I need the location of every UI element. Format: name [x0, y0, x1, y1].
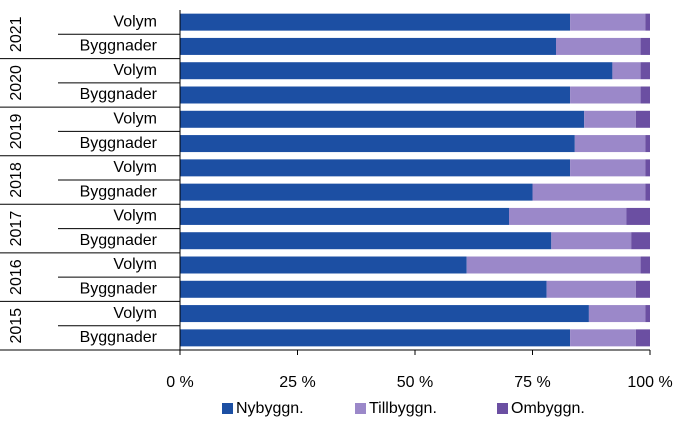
bar-segment — [466, 256, 641, 274]
bar-segment — [645, 183, 650, 201]
group-label: 2016 — [8, 259, 25, 295]
bar-segment — [570, 86, 641, 104]
category-label: Volym — [113, 111, 157, 128]
bar-segment — [645, 135, 650, 153]
bar-segment — [640, 62, 650, 80]
bar-segment — [180, 305, 589, 323]
group-label: 2015 — [8, 308, 25, 344]
bar-segment — [180, 13, 571, 31]
category-label: Byggnader — [80, 183, 158, 200]
bar-segment — [570, 329, 636, 347]
group-label: 2021 — [8, 16, 25, 52]
bar-segment — [635, 280, 650, 298]
bar-segment — [180, 280, 547, 298]
bar-segment — [635, 329, 650, 347]
bar-segment — [631, 232, 650, 250]
legend-label: Nybyggn. — [236, 400, 304, 417]
bar-segment — [645, 159, 650, 177]
category-label: Byggnader — [80, 38, 158, 55]
category-label: Byggnader — [80, 329, 158, 346]
bar-segment — [180, 37, 556, 55]
bar-segment — [570, 13, 646, 31]
group-label: 2020 — [8, 65, 25, 101]
category-label: Byggnader — [80, 232, 158, 249]
bar-segment — [180, 135, 575, 153]
bar-segment — [645, 13, 650, 31]
category-label: Volym — [113, 305, 157, 322]
bar-segment — [635, 110, 650, 128]
bar-segment — [532, 183, 646, 201]
bar-segment — [180, 207, 509, 225]
category-label: Byggnader — [80, 281, 158, 298]
legend-swatch — [222, 403, 233, 414]
group-label: 2018 — [8, 162, 25, 198]
bar-segment — [180, 183, 533, 201]
group-label: 2017 — [8, 211, 25, 247]
bar-segment — [612, 62, 641, 80]
bar-segment — [180, 62, 613, 80]
x-tick-label: 100 % — [627, 374, 672, 391]
x-tick-label: 75 % — [514, 374, 550, 391]
legend-label: Tillbyggn. — [369, 400, 437, 417]
bar-segment — [180, 256, 467, 274]
bar-segment — [180, 232, 552, 250]
bar-segment — [640, 86, 650, 104]
category-label: Byggnader — [80, 135, 158, 152]
legend-swatch — [497, 403, 508, 414]
bar-segment — [645, 305, 650, 323]
bar-segment — [574, 135, 646, 153]
bar-segment — [180, 159, 571, 177]
category-label: Volym — [113, 62, 157, 79]
bar-segment — [180, 329, 571, 347]
x-tick-label: 25 % — [279, 374, 315, 391]
category-label: Volym — [113, 256, 157, 273]
bar-segment — [551, 232, 632, 250]
category-label: Byggnader — [80, 86, 158, 103]
bar-segment — [588, 305, 646, 323]
legend-swatch — [355, 403, 366, 414]
category-label: Volym — [113, 208, 157, 225]
bar-segment — [640, 256, 650, 274]
bar-segment — [546, 280, 636, 298]
legend-label: Ombyggn. — [511, 400, 585, 417]
bar-segment — [640, 37, 650, 55]
bar-segment — [180, 86, 571, 104]
bar-segment — [180, 110, 585, 128]
bar-segment — [509, 207, 627, 225]
bar-segment — [584, 110, 636, 128]
x-tick-label: 0 % — [166, 374, 194, 391]
bar-segment — [570, 159, 646, 177]
group-label: 2019 — [8, 114, 25, 150]
category-label: Volym — [113, 159, 157, 176]
bar-segment — [626, 207, 650, 225]
category-label: Volym — [113, 13, 157, 30]
x-tick-label: 50 % — [397, 374, 433, 391]
bar-segment — [556, 37, 641, 55]
